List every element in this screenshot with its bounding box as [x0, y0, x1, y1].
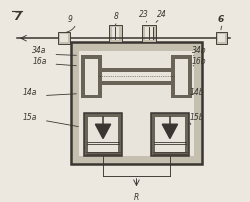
Text: 34b: 34b [192, 46, 206, 55]
Bar [81, 55, 102, 98]
Bar [102, 68, 171, 85]
Bar [84, 113, 122, 156]
Bar [88, 117, 118, 152]
Bar [142, 25, 156, 42]
Text: 14b: 14b [190, 88, 204, 97]
Bar [102, 72, 171, 81]
Bar [218, 34, 225, 42]
Bar [70, 42, 202, 164]
Text: 16a: 16a [32, 57, 47, 66]
Text: 6: 6 [218, 15, 224, 24]
Bar [151, 113, 189, 156]
Text: 15a: 15a [23, 113, 37, 122]
Text: 15b: 15b [190, 113, 204, 122]
Bar [60, 34, 68, 42]
Bar [175, 59, 188, 95]
Text: 16b: 16b [192, 57, 206, 66]
Text: 7: 7 [13, 9, 21, 23]
Text: 14a: 14a [23, 88, 37, 97]
Polygon shape [96, 124, 111, 139]
Text: R: R [134, 193, 139, 202]
Bar [79, 51, 194, 156]
Bar [109, 25, 122, 42]
Text: 8: 8 [114, 12, 118, 21]
Text: 23: 23 [139, 10, 149, 19]
Bar [154, 117, 185, 152]
Polygon shape [162, 124, 178, 139]
Bar [85, 59, 98, 95]
Bar [216, 33, 227, 44]
Bar [171, 55, 192, 98]
Text: 9: 9 [68, 15, 72, 24]
Text: 24: 24 [156, 10, 166, 19]
Bar [58, 33, 70, 44]
Text: 34a: 34a [32, 46, 47, 55]
Bar [112, 27, 119, 40]
Bar [145, 27, 153, 40]
